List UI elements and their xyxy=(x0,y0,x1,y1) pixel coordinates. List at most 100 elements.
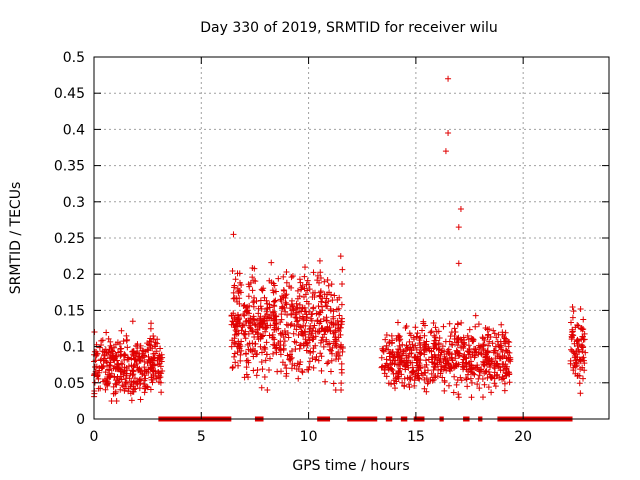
data-point xyxy=(339,266,346,273)
data-point xyxy=(256,315,263,322)
data-point xyxy=(576,349,583,356)
data-point xyxy=(491,380,498,387)
data-point xyxy=(246,302,253,309)
data-point xyxy=(454,320,461,327)
data-point xyxy=(476,385,483,392)
data-point xyxy=(579,364,586,371)
data-point xyxy=(266,355,273,362)
data-point xyxy=(313,353,320,360)
data-point xyxy=(271,303,278,310)
data-point xyxy=(285,334,292,341)
data-point xyxy=(244,341,251,348)
data-point xyxy=(435,352,442,359)
data-point xyxy=(111,374,118,381)
data-point xyxy=(428,348,435,355)
data-point xyxy=(414,353,421,360)
data-point xyxy=(154,336,161,343)
data-point xyxy=(470,370,477,377)
data-point xyxy=(421,332,428,339)
data-point xyxy=(153,375,160,382)
data-point xyxy=(327,328,334,335)
data-point xyxy=(316,292,323,299)
data-point xyxy=(324,276,331,283)
data-point xyxy=(417,334,424,341)
data-point xyxy=(486,326,493,333)
data-point xyxy=(459,359,466,366)
data-point xyxy=(121,367,128,374)
data-point xyxy=(567,357,574,364)
data-point xyxy=(441,379,448,386)
data-point xyxy=(138,367,145,374)
data-point xyxy=(333,306,340,313)
data-point xyxy=(405,381,412,388)
data-point xyxy=(249,287,256,294)
data-point xyxy=(432,337,439,344)
data-point xyxy=(339,318,346,325)
data-point xyxy=(96,344,103,351)
y-tick-label: 0.1 xyxy=(63,340,85,356)
data-point xyxy=(321,331,328,338)
data-point xyxy=(569,326,576,333)
data-point xyxy=(124,356,131,363)
data-point xyxy=(573,357,580,364)
data-point xyxy=(315,303,322,310)
data-point xyxy=(460,356,467,363)
data-point xyxy=(304,339,311,346)
data-point xyxy=(460,343,467,350)
data-point xyxy=(147,335,154,342)
data-point xyxy=(264,387,271,394)
data-point xyxy=(231,284,238,291)
data-point xyxy=(117,386,124,393)
data-point xyxy=(318,353,325,360)
data-point xyxy=(329,344,336,351)
data-point xyxy=(290,306,297,313)
data-point xyxy=(302,264,309,271)
data-point xyxy=(577,325,584,332)
data-point xyxy=(481,370,488,377)
data-point xyxy=(415,370,422,377)
data-points xyxy=(91,75,589,422)
data-point xyxy=(239,322,246,329)
data-point xyxy=(265,367,272,374)
data-point xyxy=(283,365,290,372)
data-point xyxy=(570,367,577,374)
data-point xyxy=(147,325,154,332)
data-point xyxy=(324,317,331,324)
data-point xyxy=(137,396,144,403)
data-point xyxy=(484,332,491,339)
data-point xyxy=(236,341,243,348)
data-point xyxy=(468,358,475,365)
data-point xyxy=(325,282,332,289)
data-point xyxy=(134,357,141,364)
data-point xyxy=(289,273,296,280)
data-point xyxy=(323,326,330,333)
data-point xyxy=(481,362,488,369)
data-point xyxy=(250,313,257,320)
data-point xyxy=(282,308,289,315)
data-point xyxy=(241,302,248,309)
data-point xyxy=(258,384,265,391)
data-point xyxy=(273,288,280,295)
data-point xyxy=(416,375,423,382)
data-point xyxy=(107,372,114,379)
data-point xyxy=(310,345,317,352)
data-point xyxy=(317,289,324,296)
data-point xyxy=(144,346,151,353)
data-point xyxy=(496,364,503,371)
data-point xyxy=(268,279,275,286)
data-point xyxy=(432,372,439,379)
data-point xyxy=(234,298,241,305)
data-point xyxy=(572,363,579,370)
data-point xyxy=(466,347,473,354)
data-point xyxy=(245,293,252,300)
data-point xyxy=(325,359,332,366)
data-point xyxy=(326,340,333,347)
data-point xyxy=(133,378,140,385)
data-point xyxy=(411,382,418,389)
data-point xyxy=(149,367,156,374)
data-point xyxy=(131,386,138,393)
data-point xyxy=(134,343,141,350)
x-tick-label: 10 xyxy=(300,429,318,445)
data-point xyxy=(462,360,469,367)
data-point xyxy=(249,348,256,355)
